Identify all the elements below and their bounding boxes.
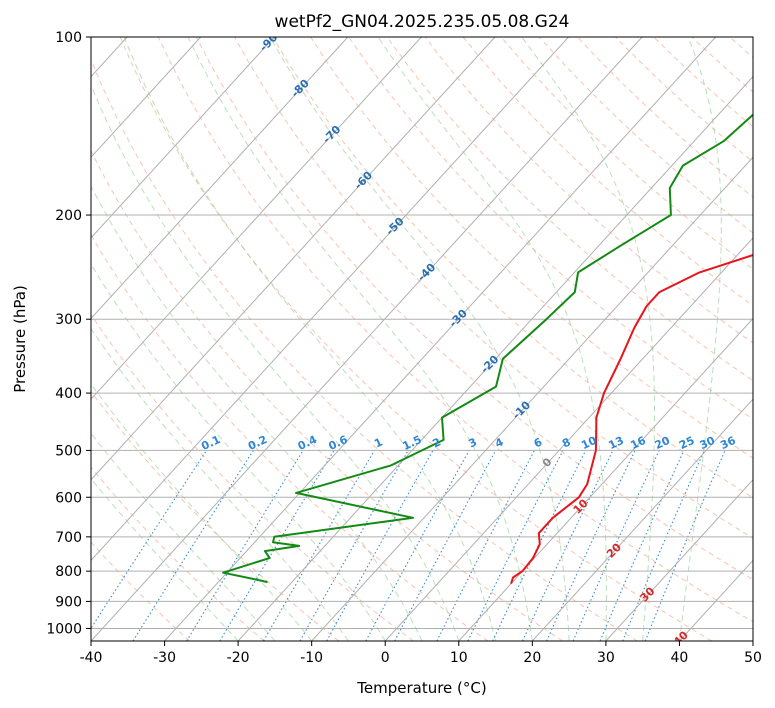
moist-adiabat-line: [521, 37, 655, 641]
mixing-ratio-label: 20: [653, 434, 673, 452]
isotherm-line: [91, 37, 643, 641]
moist-adiabat-line: [91, 185, 423, 641]
isotherm-line: [237, 75, 753, 641]
mixing-ratio-line: [132, 450, 254, 641]
isotherm-line: [91, 37, 422, 400]
isotherm-line: [531, 398, 753, 641]
mixing-ratio-line: [91, 450, 207, 630]
isotherm-line: [91, 37, 569, 562]
y-tick-label: 600: [55, 490, 82, 506]
mixing-ratio-line: [186, 450, 304, 641]
x-tick-label: -20: [227, 650, 250, 666]
isotherm-line: [384, 237, 753, 641]
mixing-ratio-line: [436, 450, 535, 641]
x-tick-label: -10: [300, 650, 323, 666]
y-axis-title: Pressure (hPa): [11, 285, 29, 393]
dry-adiabat-line: [348, 37, 753, 420]
y-tick-label: 900: [55, 594, 82, 610]
x-tick-label: -30: [153, 650, 176, 666]
chart-title: wetPf2_GN04.2025.235.05.08.G24: [275, 12, 570, 32]
x-axis: -40 -30 -20 -10 0 10 20 30 40 50: [80, 641, 762, 666]
isotherm-line: [458, 317, 753, 641]
dry-adiabat-line: [157, 37, 753, 623]
y-tick-label: 200: [55, 208, 82, 224]
plot-area: -100-90-80-70-60-50-40-30-20-100.10.20.4…: [91, 37, 753, 641]
mixing-ratio-line: [365, 450, 470, 641]
moist-adiabat-line: [91, 83, 460, 641]
y-tick-label: 700: [55, 530, 82, 546]
mixing-ratio-line: [622, 450, 705, 641]
mixing-ratio-line: [599, 450, 685, 641]
mixing-ratio-line: [572, 450, 660, 641]
x-tick-label: 50: [744, 650, 762, 666]
y-tick-label: 300: [55, 312, 82, 328]
x-axis-title: Temperature (°C): [356, 679, 486, 697]
moist-adiabat-line: [91, 263, 386, 641]
mixing-ratio-line: [326, 450, 434, 641]
moist-adiabat-line: [187, 37, 533, 641]
mixing-ratio-line: [467, 450, 564, 641]
mixing-ratio-line: [299, 450, 409, 641]
dry-adiabat-line: [91, 233, 489, 641]
plot-frame: [90, 36, 754, 642]
x-tick-label: -40: [80, 650, 103, 666]
moist-adiabat-line: [123, 37, 497, 641]
isotherms: [91, 37, 753, 641]
mixing-ratio-label: 10: [579, 434, 599, 452]
dry-adiabat-line: [91, 466, 265, 641]
temperature-profile-line: [510, 253, 753, 584]
x-tick-label: 10: [450, 650, 468, 666]
x-tick-label: 0: [381, 650, 390, 666]
isotherm-line: [605, 479, 753, 641]
dry-adiabat-line: [272, 37, 753, 499]
isotherm-line: [91, 37, 202, 159]
y-tick-label: 100: [55, 30, 82, 46]
y-tick-label: 1000: [46, 621, 82, 637]
dewpoint-profile-line: [222, 113, 753, 584]
y-tick-label: 800: [55, 564, 82, 580]
moist-adiabat-line: [678, 37, 722, 641]
isotherm-line: [311, 156, 753, 641]
moist-adiabat-line: [91, 327, 349, 641]
x-tick-label: 30: [597, 650, 615, 666]
isotherm-line: [91, 37, 349, 320]
dry-adiabat-line: [91, 149, 563, 641]
mixing-ratio-label: 30: [698, 434, 718, 452]
mixing-ratio-label: 25: [677, 434, 696, 452]
mixing-ratio-label: 13: [607, 434, 626, 452]
isotherm-line: [164, 37, 717, 641]
y-tick-label: 500: [55, 443, 82, 459]
mixing-ratio-label: 16: [629, 434, 649, 452]
sounding-series: [222, 113, 753, 584]
y-tick-label: 400: [55, 386, 82, 402]
dry-adiabat-line: [195, 37, 753, 581]
x-tick-label: 20: [523, 650, 541, 666]
moist-adiabat-line: [377, 37, 607, 641]
isotherm-line: [91, 37, 496, 481]
pressure-gridlines: [91, 37, 753, 629]
dry-adiabat-line: [462, 37, 753, 307]
x-tick-label: 40: [671, 650, 689, 666]
mixing-ratio-label: 36: [718, 434, 738, 452]
dry-adiabat-line: [386, 37, 753, 382]
y-axis: 100 200 300 400 500 600 700 800 900 1000: [46, 30, 91, 637]
isotherm-line: [91, 37, 275, 239]
moist-adiabat-line: [269, 37, 570, 641]
